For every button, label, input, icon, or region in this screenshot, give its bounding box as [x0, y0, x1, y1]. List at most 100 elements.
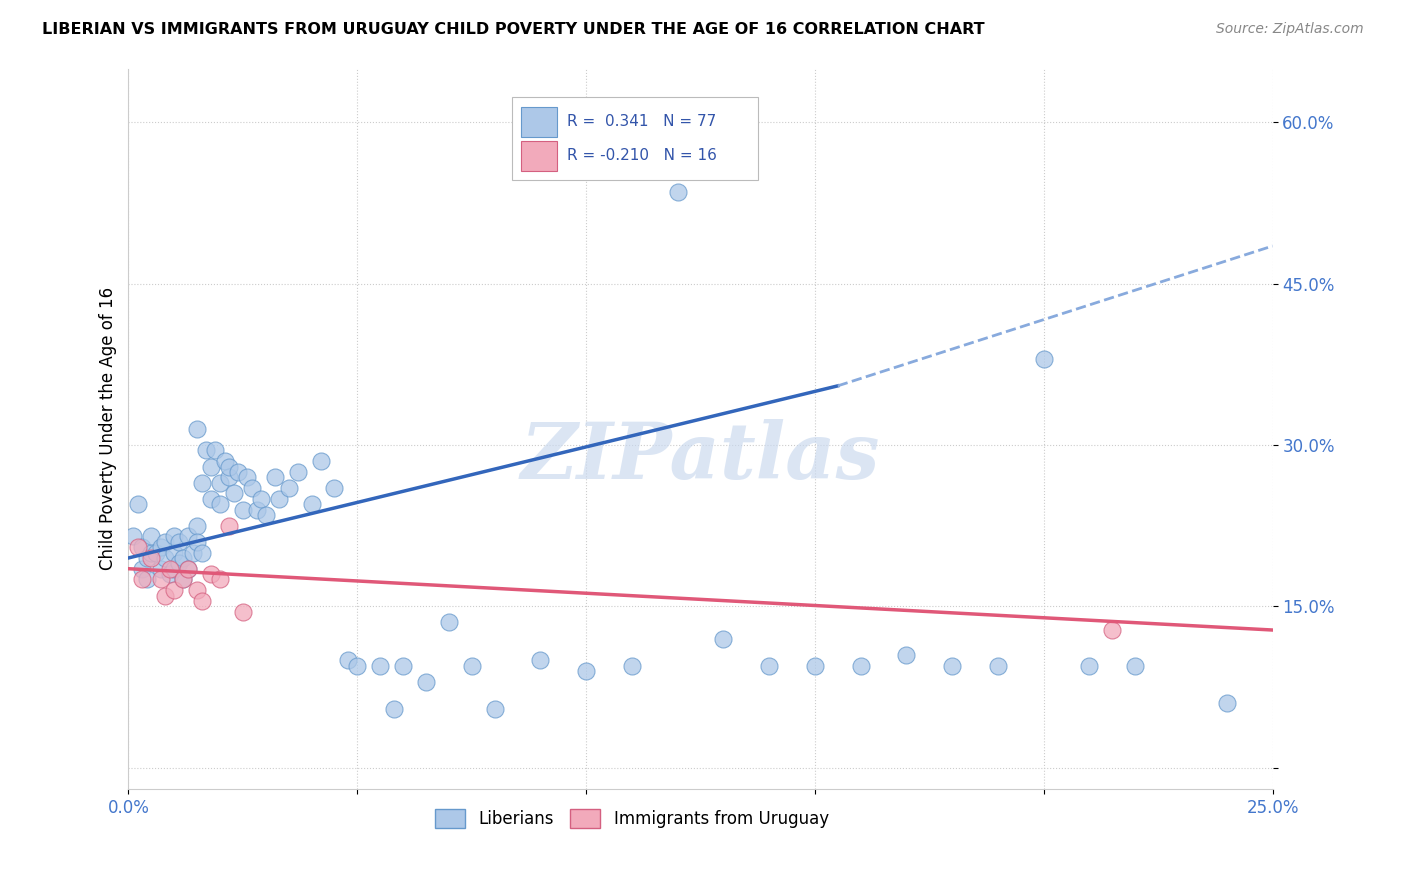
Point: [141, 529, 163, 543]
FancyBboxPatch shape: [520, 107, 558, 137]
Point: [200, 567, 222, 582]
Point: [177, 562, 200, 576]
Point: [141, 551, 163, 566]
Point: [529, 653, 551, 667]
Point: [163, 529, 186, 543]
Point: [200, 459, 222, 474]
Point: [1101, 623, 1123, 637]
Text: ZIPatlas: ZIPatlas: [520, 419, 880, 496]
Point: [941, 658, 963, 673]
Point: [460, 658, 482, 673]
Point: [758, 658, 780, 673]
Point: [172, 573, 194, 587]
Point: [131, 562, 153, 576]
Point: [190, 594, 212, 608]
Point: [204, 443, 226, 458]
Point: [163, 562, 186, 576]
Point: [246, 502, 269, 516]
Point: [254, 508, 277, 522]
Point: [122, 529, 145, 543]
Point: [226, 465, 249, 479]
Point: [159, 562, 181, 576]
Legend: Liberians, Immigrants from Uruguay: Liberians, Immigrants from Uruguay: [429, 803, 835, 835]
Point: [849, 658, 872, 673]
Point: [484, 701, 506, 715]
Point: [277, 481, 299, 495]
Point: [896, 648, 918, 662]
Point: [666, 185, 689, 199]
Point: [190, 545, 212, 559]
Point: [172, 573, 194, 587]
Point: [177, 562, 200, 576]
Point: [181, 545, 204, 559]
Point: [368, 658, 391, 673]
Point: [232, 605, 254, 619]
Point: [218, 518, 240, 533]
Point: [575, 664, 598, 678]
Point: [382, 701, 405, 715]
Point: [1078, 658, 1101, 673]
Point: [190, 475, 212, 490]
Point: [620, 658, 643, 673]
Point: [153, 589, 176, 603]
Point: [186, 518, 208, 533]
Point: [131, 540, 153, 554]
Point: [1123, 658, 1146, 673]
Point: [208, 475, 231, 490]
Point: [415, 674, 437, 689]
Point: [208, 573, 231, 587]
Point: [987, 658, 1010, 673]
Text: Source: ZipAtlas.com: Source: ZipAtlas.com: [1216, 22, 1364, 37]
Point: [437, 615, 460, 630]
Point: [163, 583, 186, 598]
FancyBboxPatch shape: [520, 141, 558, 171]
Point: [163, 545, 186, 559]
Point: [153, 534, 176, 549]
Point: [177, 529, 200, 543]
Text: R =  0.341   N = 77: R = 0.341 N = 77: [567, 113, 716, 128]
Point: [301, 497, 323, 511]
Point: [167, 534, 190, 549]
Point: [186, 534, 208, 549]
Point: [149, 540, 172, 554]
Y-axis label: Child Poverty Under the Age of 16: Child Poverty Under the Age of 16: [100, 287, 117, 570]
Point: [264, 470, 287, 484]
Point: [218, 470, 240, 484]
Point: [167, 557, 190, 571]
Point: [195, 443, 218, 458]
Text: LIBERIAN VS IMMIGRANTS FROM URUGUAY CHILD POVERTY UNDER THE AGE OF 16 CORRELATIO: LIBERIAN VS IMMIGRANTS FROM URUGUAY CHIL…: [42, 22, 984, 37]
Point: [309, 454, 332, 468]
Point: [141, 545, 163, 559]
Point: [145, 545, 167, 559]
Point: [186, 583, 208, 598]
Point: [232, 502, 254, 516]
Point: [323, 481, 346, 495]
Point: [250, 491, 273, 506]
Point: [149, 573, 172, 587]
Point: [186, 422, 208, 436]
Point: [392, 658, 415, 673]
Point: [214, 454, 236, 468]
Point: [1216, 696, 1239, 710]
Point: [287, 465, 309, 479]
Text: R = -0.210   N = 16: R = -0.210 N = 16: [567, 148, 717, 163]
Point: [804, 658, 827, 673]
Point: [127, 497, 149, 511]
Point: [135, 551, 157, 566]
Point: [135, 573, 157, 587]
Point: [149, 562, 172, 576]
Point: [346, 658, 368, 673]
Point: [711, 632, 734, 646]
Point: [337, 653, 360, 667]
Point: [218, 459, 240, 474]
Point: [159, 567, 181, 582]
Point: [200, 491, 222, 506]
Point: [153, 551, 176, 566]
FancyBboxPatch shape: [512, 97, 758, 180]
Point: [269, 491, 291, 506]
Point: [131, 573, 153, 587]
Point: [127, 540, 149, 554]
Point: [172, 551, 194, 566]
Point: [222, 486, 245, 500]
Point: [236, 470, 259, 484]
